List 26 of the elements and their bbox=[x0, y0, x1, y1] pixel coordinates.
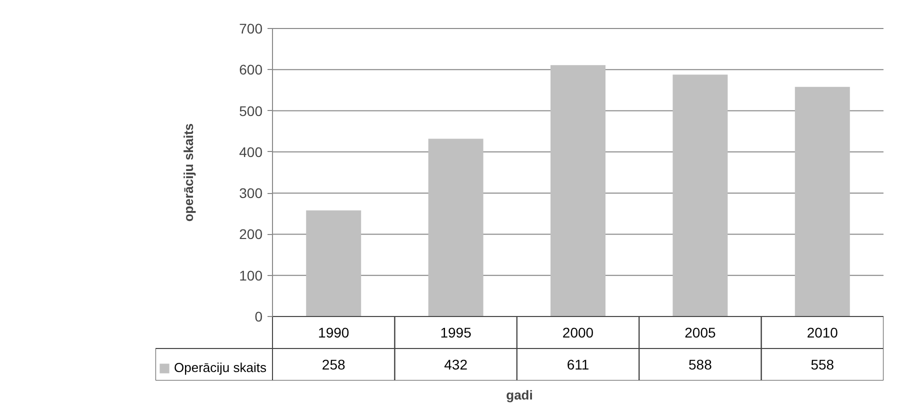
y-tick-label: 400 bbox=[239, 144, 263, 160]
y-tick-label: 500 bbox=[239, 102, 263, 119]
bar bbox=[550, 65, 606, 316]
data-label: 432 bbox=[444, 356, 468, 372]
y-tick-label: 0 bbox=[254, 308, 263, 324]
y-tick-label: 200 bbox=[239, 226, 263, 242]
x-tick-label: 2000 bbox=[562, 324, 594, 340]
y-tick-label: 100 bbox=[239, 267, 263, 284]
y-tick-label: 700 bbox=[239, 20, 263, 36]
y-axis-title: operāciju skaits bbox=[181, 123, 196, 222]
y-tick-label: 300 bbox=[239, 185, 263, 202]
bar bbox=[428, 138, 484, 316]
x-tick-label: 2010 bbox=[806, 324, 838, 340]
y-tick-label: 600 bbox=[239, 62, 263, 78]
x-axis-title: gadi bbox=[506, 388, 533, 402]
data-label: 258 bbox=[322, 356, 346, 372]
x-tick-label: 2005 bbox=[684, 324, 716, 340]
data-label: 611 bbox=[566, 356, 590, 372]
data-label: 558 bbox=[810, 356, 834, 372]
x-tick-label: 1990 bbox=[318, 324, 350, 340]
legend-label: Operāciju skaits bbox=[174, 360, 266, 375]
bar bbox=[794, 86, 850, 316]
data-label: 588 bbox=[688, 356, 712, 372]
bar bbox=[672, 74, 728, 316]
bar bbox=[306, 210, 362, 316]
x-tick-label: 1995 bbox=[440, 324, 472, 340]
